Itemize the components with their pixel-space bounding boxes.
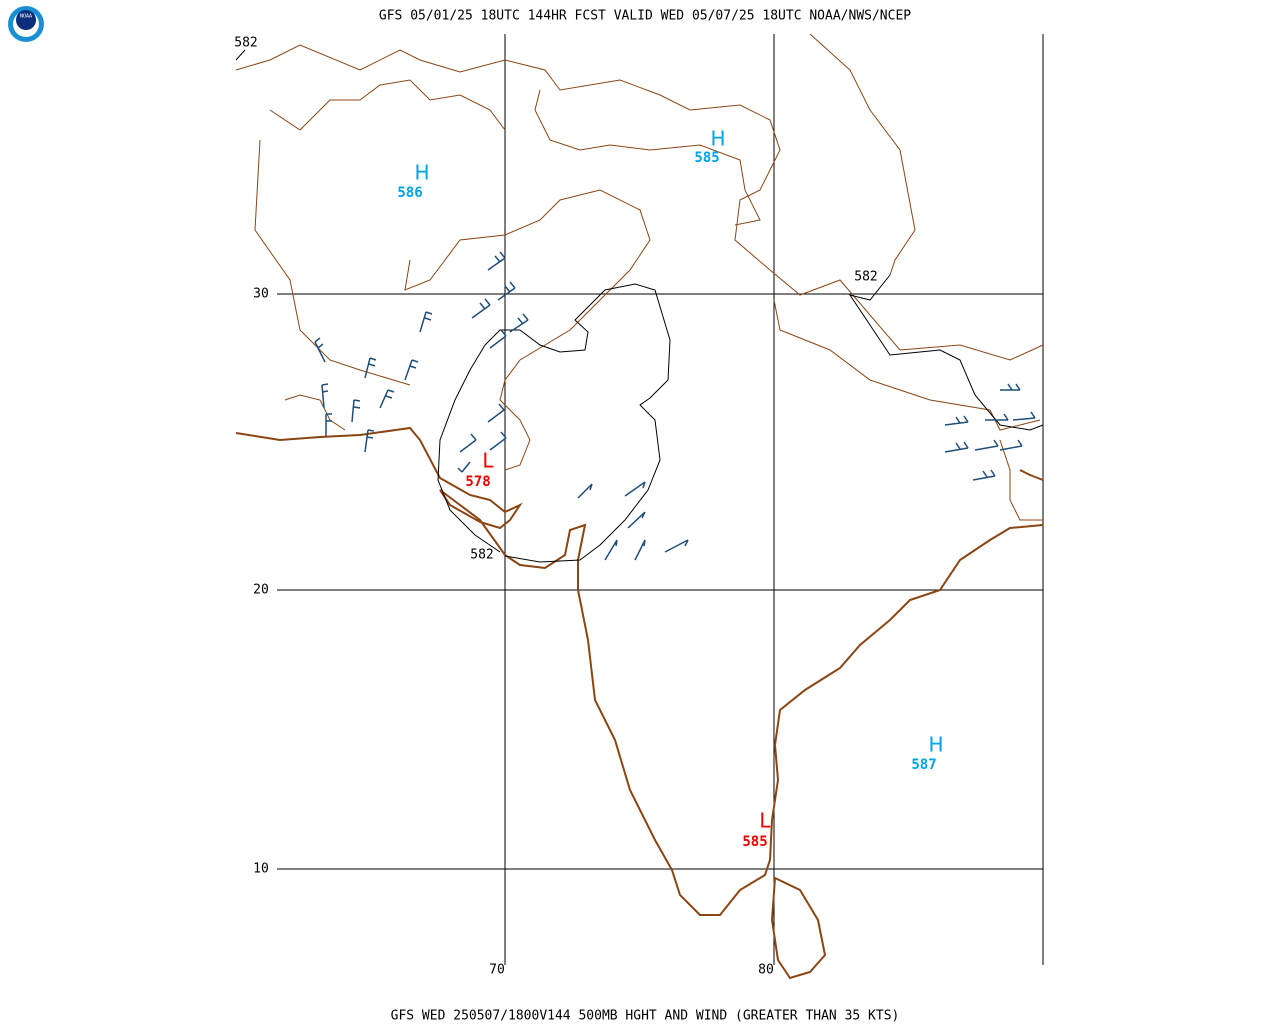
- wind-barb: [404, 359, 419, 381]
- center-value: 587: [911, 757, 936, 773]
- center-symbol: H: [928, 733, 943, 757]
- border: [254, 139, 411, 386]
- wind-barb: [1000, 383, 1021, 391]
- wind-barb: [972, 469, 996, 481]
- latitude-label: 20: [253, 583, 269, 598]
- logo-text: NOAA: [20, 14, 32, 20]
- border: [809, 33, 916, 276]
- borders: [235, 33, 1044, 521]
- longitude-label: 80: [758, 963, 774, 978]
- wind-barb: [419, 311, 433, 333]
- contour-line: [235, 49, 246, 61]
- wind-barb: [497, 281, 516, 301]
- wind-barb: [364, 357, 377, 379]
- latitude-label: 30: [253, 287, 269, 302]
- height-contours: [235, 49, 1044, 563]
- border: [235, 44, 1044, 361]
- wind-barb: [974, 439, 999, 451]
- coastline: [235, 426, 1044, 916]
- coastline: [1019, 469, 1044, 481]
- wind-barb: [457, 461, 471, 473]
- contour-label: 582: [854, 270, 877, 285]
- border: [404, 189, 651, 471]
- border: [773, 299, 1041, 431]
- wind-barb: [379, 389, 395, 409]
- wind-barb: [944, 441, 969, 453]
- wind-barb: [627, 511, 646, 529]
- contour-line: [437, 283, 671, 563]
- wind-barb: [604, 539, 618, 561]
- wind-barb: [509, 313, 529, 333]
- center-value: 586: [397, 185, 422, 201]
- wind-barb: [489, 329, 507, 349]
- border: [284, 394, 346, 431]
- center-value: 585: [742, 834, 767, 850]
- header-title: GFS 05/01/25 18UTC 144HR FCST VALID WED …: [379, 9, 911, 24]
- center-value: 585: [694, 150, 719, 166]
- wind-barb: [944, 415, 969, 426]
- center-value: 578: [465, 474, 490, 490]
- wind-barbs: [314, 251, 1036, 561]
- border: [534, 89, 761, 226]
- center-symbol: L: [482, 449, 494, 473]
- wind-barb: [487, 403, 505, 423]
- wind-barb: [471, 298, 491, 319]
- coastline: [770, 876, 827, 980]
- wind-barb: [634, 539, 646, 561]
- wind-barb: [489, 431, 507, 451]
- wind-barb: [1012, 411, 1036, 421]
- contour-line: [848, 274, 1044, 431]
- longitude-label: 70: [489, 963, 505, 978]
- wind-barb: [321, 383, 329, 409]
- wind-barb: [487, 251, 506, 271]
- wind-barb: [664, 539, 689, 553]
- contour-label: 582: [234, 36, 257, 51]
- center-symbol: H: [710, 127, 725, 151]
- wind-barb: [325, 413, 332, 436]
- logo: NOAA: [8, 6, 44, 42]
- footer-title: GFS WED 250507/1800V144 500MB HGHT AND W…: [391, 1009, 900, 1024]
- coastlines: [235, 426, 1044, 980]
- wind-barb: [351, 399, 361, 423]
- latitude-label: 10: [253, 862, 269, 877]
- wind-barb: [459, 433, 477, 453]
- wind-barb: [577, 483, 593, 499]
- wind-barb: [624, 481, 646, 497]
- wind-barb: [985, 413, 1009, 421]
- border: [999, 439, 1043, 521]
- wind-barb: [364, 429, 375, 453]
- graticule: [277, 34, 1044, 965]
- wind-barb: [314, 337, 326, 363]
- logo-bird: [16, 10, 36, 30]
- contour-label: 582: [470, 548, 493, 563]
- center-symbol: H: [414, 161, 429, 185]
- center-symbol: L: [759, 809, 771, 833]
- wind-barb: [999, 439, 1023, 451]
- border: [269, 79, 506, 131]
